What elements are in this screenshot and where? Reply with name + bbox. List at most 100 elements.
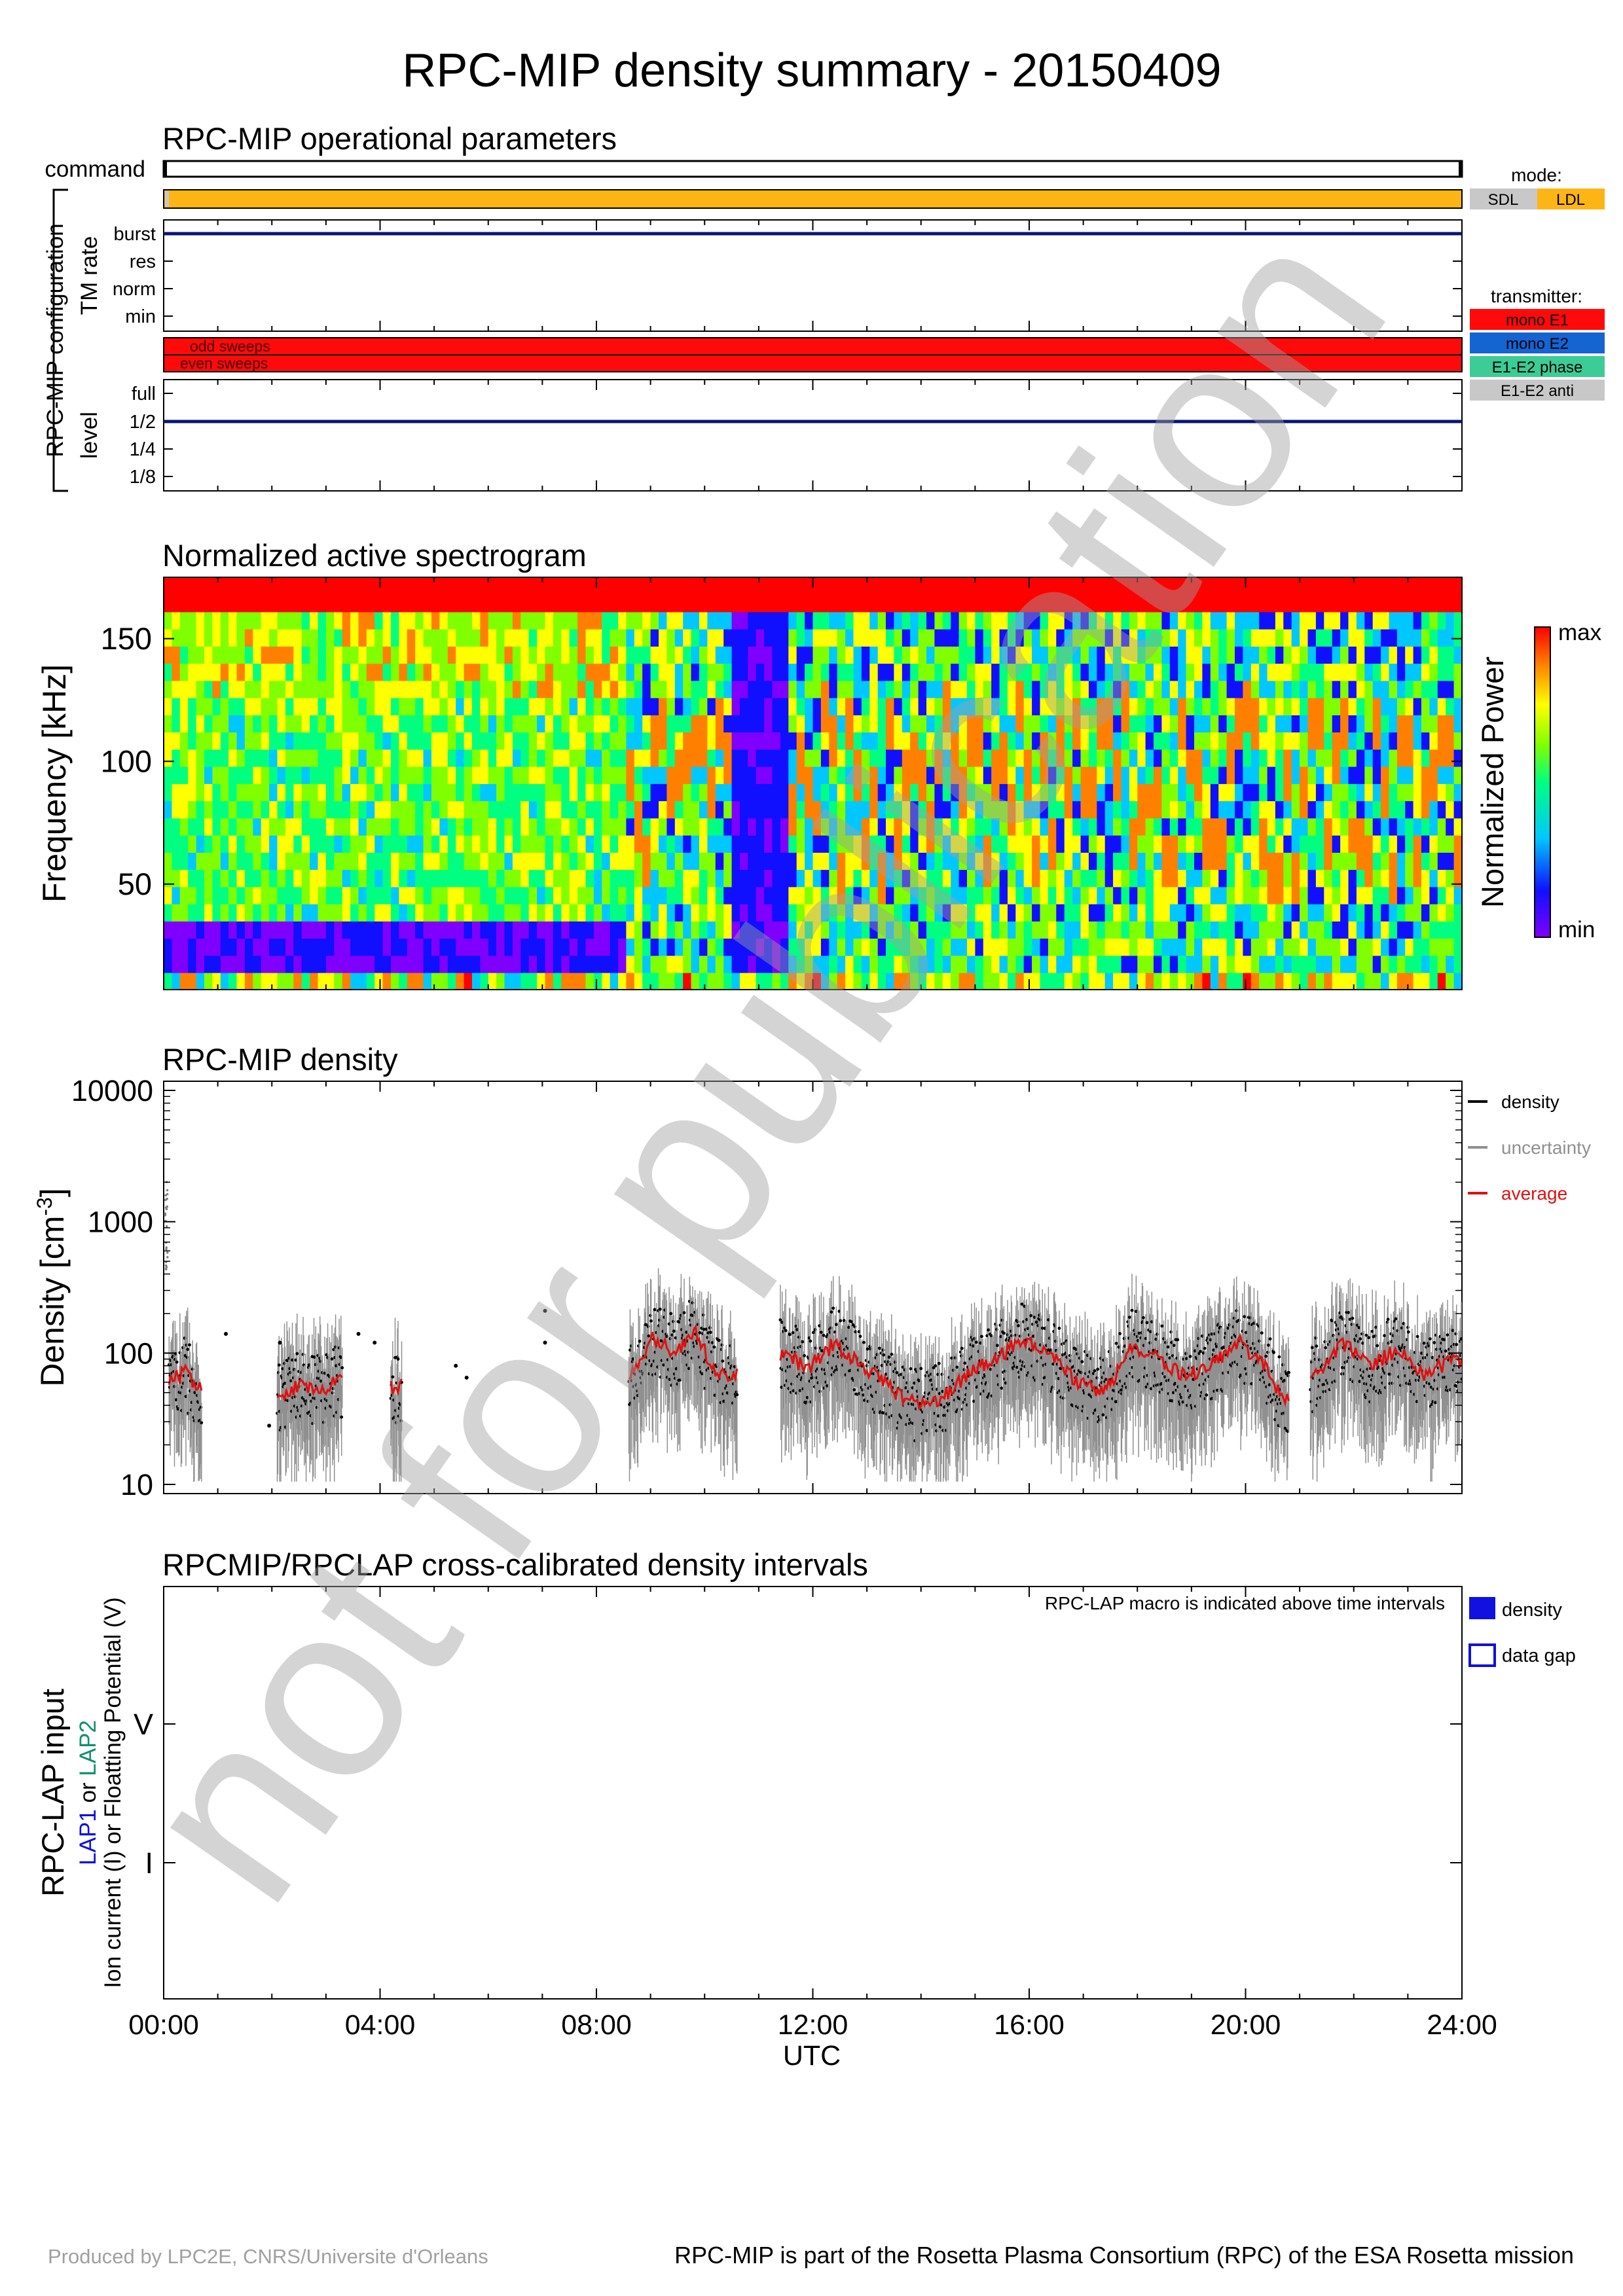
spectrogram-cell [164,646,173,664]
spectrogram-cell [1032,715,1041,733]
spectrogram-cell [447,886,456,905]
spectrogram-cell [707,732,716,750]
spectrogram-cell [358,594,367,613]
spectrogram-cell [788,817,797,836]
spectrogram-cell [1437,921,1446,939]
spectrogram-cell [1307,594,1317,613]
spectrogram-cell [1015,938,1025,956]
spectrogram-cell [845,783,854,802]
spectrogram-cell [585,577,594,596]
spectrogram-cell [610,886,619,905]
spectrogram-ylabel: Frequency [kHz] [36,664,73,903]
spectrogram-cell [358,783,367,802]
spectrogram-cell [1097,577,1106,596]
spectrogram-cell [1315,783,1325,802]
spectrogram-cell [1210,732,1219,750]
spectrogram-cell [723,611,733,630]
spectrogram-cell [1088,938,1098,956]
spectrogram-cell [1372,680,1381,698]
spectrogram-cell [447,852,456,870]
spectrogram-cell [772,972,781,990]
spectrogram-cell [837,663,846,681]
spectrogram-cell [918,663,927,681]
spectrogram-cell [488,680,497,698]
spectrogram-cell [772,869,781,888]
spectrogram-cell [253,903,262,922]
spectrogram-cell [1421,921,1431,939]
spectrogram-cell [1064,663,1073,681]
spectrogram-cell [172,852,181,870]
spectrogram-cell [488,646,497,664]
spectrogram-cell [1202,715,1211,733]
spectrogram-cell [1218,886,1228,905]
spectrogram-cell [1275,834,1285,853]
spectrogram-cell [886,817,895,836]
spectrogram-cell [691,869,700,888]
spectrogram-cell [269,646,278,664]
spectrogram-cell [1008,628,1017,647]
spectrogram-cell [910,903,919,922]
spectrogram-cell [1291,594,1300,613]
spectrogram-cell [951,646,960,664]
spectrogram-cell [820,577,830,596]
spectrogram-cell [423,749,432,767]
spectrogram-cell [918,646,927,664]
spectrogram-cell [1121,800,1130,819]
spectrogram-cell [366,732,375,750]
spectrogram-cell [1023,766,1032,784]
spectrogram-cell [886,869,895,888]
spectrogram-cell [1161,577,1171,596]
spectrogram-cell [1218,646,1228,664]
spectrogram-cell [1453,938,1462,956]
spectrogram-cell [407,886,416,905]
spectrogram-cell [756,628,765,647]
spectrogram-cell [1453,783,1462,802]
spectrogram-cell [634,628,643,647]
spectrogram-cell [456,938,465,956]
spectrogram-cell [496,834,505,853]
spectrogram-cell [577,817,587,836]
spectrogram-cell [1129,715,1139,733]
spectrogram-cell [561,972,570,990]
spectrogram-cell [423,646,432,664]
spectrogram-cell [1202,611,1211,630]
spectrogram-cell [1169,715,1178,733]
spectrogram-cell [837,886,846,905]
spectrogram-cell [358,577,367,596]
spectrogram-cell [577,732,587,750]
spectrogram-cell [528,834,538,853]
spectrogram-cell [439,594,448,613]
spectrogram-cell [1259,972,1268,990]
density-point [830,1373,834,1377]
spectrogram-cell [244,955,254,973]
spectrogram-cell [1364,817,1374,836]
spectrogram-cell [1088,663,1098,681]
spectrogram-cell [1283,955,1292,973]
spectrogram-cell [1315,680,1325,698]
spectrogram-cell [1154,663,1163,681]
spectrogram-cell [1040,938,1049,956]
spectrogram-cell [618,680,627,698]
spectrogram-cell [1015,852,1025,870]
spectrogram-cell [1324,886,1333,905]
spectrogram-cell [731,852,740,870]
spectrogram-cell [1275,646,1285,664]
spectrogram-cell [423,715,432,733]
spectrogram-cell [228,749,238,767]
spectrogram-cell [918,732,927,750]
spectrogram-cell [975,732,984,750]
spectrogram-cell [1372,697,1381,715]
spectrogram-cell [325,938,335,956]
spectrogram-cell [683,594,692,613]
spectrogram-cell [934,886,943,905]
spectrogram-cell [983,715,992,733]
spectrogram-cell [415,594,424,613]
spectrogram-cell [837,800,846,819]
spectrogram-cell [788,972,797,990]
spectrogram-cell [626,972,635,990]
spectrogram-cell [1121,886,1130,905]
spectrogram-cell [1048,611,1057,630]
density-point [778,1318,782,1321]
spectrogram-cell [1210,955,1219,973]
spectrogram-cell [407,697,416,715]
